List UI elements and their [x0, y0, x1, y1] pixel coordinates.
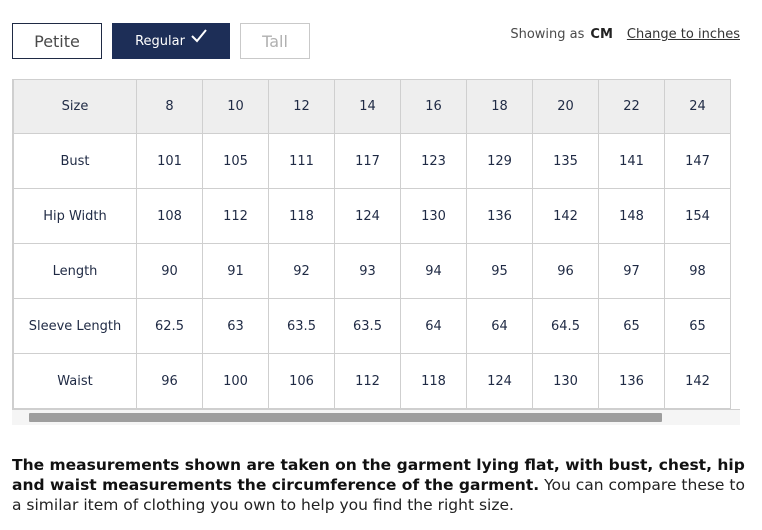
- table-cell: 94: [400, 243, 467, 299]
- table-cell: 124: [466, 353, 533, 409]
- table-cell: 64.5: [532, 298, 599, 354]
- table-cell: 142: [532, 188, 599, 244]
- size-header-cell: 18: [466, 79, 533, 134]
- change-unit-link[interactable]: Change to inches: [626, 27, 740, 42]
- table-cell: 106: [268, 353, 335, 409]
- table-cell: 108: [136, 188, 203, 244]
- table-cell: 135: [532, 133, 599, 189]
- table-cell: 96: [532, 243, 599, 299]
- table-cell: 92: [268, 243, 335, 299]
- table-cell: 100: [202, 353, 269, 409]
- table-cell: 147: [664, 133, 731, 189]
- table-cell: 141: [598, 133, 665, 189]
- table-cell: 97: [598, 243, 665, 299]
- size-chart-table-container[interactable]: Size 8 10 12 14 16 18 20 22 24 Bust 101 …: [12, 79, 740, 409]
- table-cell: 136: [466, 188, 533, 244]
- scrollbar-thumb[interactable]: [29, 413, 662, 422]
- row-label: Waist: [13, 353, 137, 409]
- table-row: Sleeve Length 62.5 63 63.5 63.5 64 64 64…: [13, 298, 731, 354]
- table-cell: 129: [466, 133, 533, 189]
- table-cell: 117: [334, 133, 401, 189]
- table-cell: 112: [334, 353, 401, 409]
- table-row: Length 90 91 92 93 94 95 96 97 98: [13, 243, 731, 299]
- fit-tab-tall[interactable]: Tall: [240, 23, 310, 59]
- fit-tabs: Petite Regular Tall: [12, 23, 310, 59]
- table-cell: 105: [202, 133, 269, 189]
- fit-tab-label: Petite: [34, 31, 80, 51]
- fit-tab-label: Tall: [262, 31, 288, 51]
- table-cell: 63.5: [268, 298, 335, 354]
- table-row: Bust 101 105 111 117 123 129 135 141 147: [13, 133, 731, 189]
- table-cell: 96: [136, 353, 203, 409]
- row-label: Length: [13, 243, 137, 299]
- table-cell: 65: [664, 298, 731, 354]
- table-cell: 98: [664, 243, 731, 299]
- table-cell: 118: [400, 353, 467, 409]
- current-unit: CM: [590, 27, 613, 42]
- measurement-note: The measurements shown are taken on the …: [12, 455, 747, 515]
- horizontal-scrollbar[interactable]: [12, 409, 740, 425]
- size-header-cell: 16: [400, 79, 467, 134]
- fit-tab-petite[interactable]: Petite: [12, 23, 102, 59]
- table-cell: 90: [136, 243, 203, 299]
- table-cell: 65: [598, 298, 665, 354]
- size-chart-table: Size 8 10 12 14 16 18 20 22 24 Bust 101 …: [13, 79, 731, 409]
- table-cell: 154: [664, 188, 731, 244]
- row-label: Sleeve Length: [13, 298, 137, 354]
- row-label: Bust: [13, 133, 137, 189]
- unit-toggle: Showing as CM Change to inches: [510, 27, 740, 42]
- fit-tab-label: Regular: [135, 33, 185, 49]
- measurement-note-bold: The measurements shown are taken on the …: [12, 456, 745, 494]
- table-cell: 130: [400, 188, 467, 244]
- table-cell: 91: [202, 243, 269, 299]
- table-cell: 142: [664, 353, 731, 409]
- table-cell: 112: [202, 188, 269, 244]
- size-header-cell: 14: [334, 79, 401, 134]
- size-header-cell: 20: [532, 79, 599, 134]
- table-cell: 148: [598, 188, 665, 244]
- size-header-label: Size: [13, 79, 137, 134]
- table-cell: 130: [532, 353, 599, 409]
- table-cell: 118: [268, 188, 335, 244]
- size-header-cell: 24: [664, 79, 731, 134]
- size-header-row: Size 8 10 12 14 16 18 20 22 24: [13, 79, 731, 134]
- table-cell: 63.5: [334, 298, 401, 354]
- table-row: Hip Width 108 112 118 124 130 136 142 14…: [13, 188, 731, 244]
- table-cell: 124: [334, 188, 401, 244]
- fit-tab-regular[interactable]: Regular: [112, 23, 230, 59]
- row-label: Hip Width: [13, 188, 137, 244]
- table-cell: 64: [466, 298, 533, 354]
- table-row: Waist 96 100 106 112 118 124 130 136 142: [13, 353, 731, 409]
- table-cell: 62.5: [136, 298, 203, 354]
- size-header-cell: 8: [136, 79, 203, 134]
- size-header-cell: 10: [202, 79, 269, 134]
- table-cell: 95: [466, 243, 533, 299]
- table-cell: 136: [598, 353, 665, 409]
- table-cell: 111: [268, 133, 335, 189]
- table-cell: 123: [400, 133, 467, 189]
- table-cell: 101: [136, 133, 203, 189]
- measurement-note-text: You can compare these to a similar item …: [12, 476, 745, 514]
- size-header-cell: 12: [268, 79, 335, 134]
- table-cell: 93: [334, 243, 401, 299]
- table-cell: 63: [202, 298, 269, 354]
- size-header-cell: 22: [598, 79, 665, 134]
- table-cell: 64: [400, 298, 467, 354]
- checkmark-icon: [191, 29, 207, 47]
- showing-as-label: Showing as: [510, 27, 585, 42]
